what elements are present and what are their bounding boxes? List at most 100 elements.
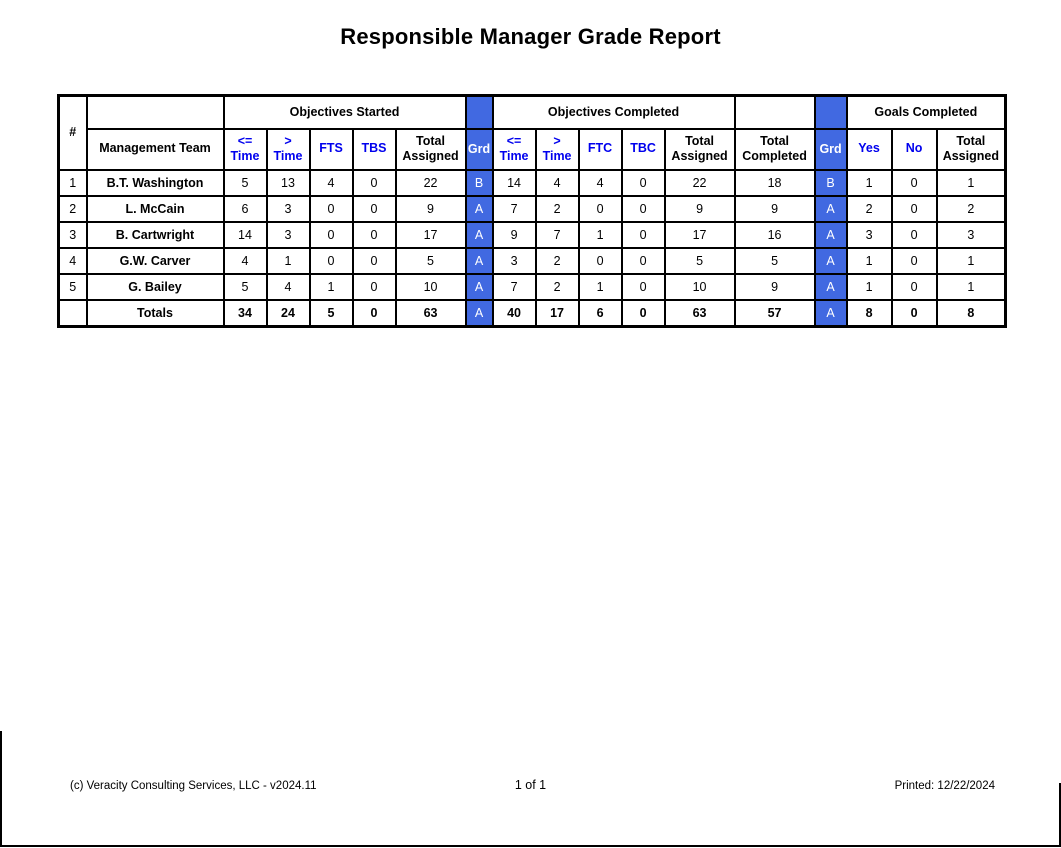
group-header-objectives-completed: Objectives Completed — [491, 94, 736, 130]
cell-objectives-started-value: 9 — [394, 194, 467, 223]
cell-manager-name: G.W. Carver — [85, 246, 225, 275]
col-header-started-total-assigned: Total Assigned — [394, 127, 467, 171]
group-header-objectives-started: Objectives Started — [222, 94, 467, 130]
cell-objectives-completed-value: 16 — [733, 220, 816, 249]
cell-objectives-started-value: 0 — [351, 220, 397, 249]
cell-objectives-completed-value: 3 — [491, 246, 537, 275]
cell-goals-completed-value: 3 — [935, 220, 1007, 249]
manager-row: 2 L. McCain 6 3 0 0 9 A 7 2 0 0 9 9 A 2 0 2 — [57, 194, 1007, 223]
cell-row-number: 4 — [57, 246, 88, 275]
table-body: 1 B.T. Washington 5 13 4 0 22 B 14 4 4 0 22 18 B 1 0 1 2 L.… — [57, 168, 1007, 301]
cell-objectives-started-value: 0 — [308, 246, 354, 275]
group-header-goals-completed: Goals Completed — [845, 94, 1007, 130]
cell-goals-completed-value: 0 — [890, 272, 938, 301]
col-header-fts: FTS — [308, 127, 354, 171]
cell-objectives-completed-value: 0 — [620, 220, 666, 249]
corner-above-management-team — [85, 94, 225, 130]
cell-objectives-completed-value: 9 — [491, 220, 537, 249]
column-header-row: Management Team <= Time > Time FTS TBS T… — [59, 127, 1007, 171]
cell-objectives-completed-value: 7 — [491, 272, 537, 301]
totals-objectives-completed-value: 0 — [620, 298, 666, 328]
cell-objectives-completed-value: 9 — [733, 272, 816, 301]
cell-objectives-started-value: 0 — [308, 220, 354, 249]
col-header-completed-gt-time: > Time — [534, 127, 580, 171]
totals-started-grade: A — [464, 298, 494, 328]
cell-objectives-completed-value: 4 — [577, 168, 623, 197]
report-page: Responsible Manager Grade Report # Objec… — [0, 24, 1061, 847]
totals-row-number-empty — [57, 298, 88, 328]
cell-completed-grade: A — [813, 272, 848, 301]
col-header-tbc: TBC — [620, 127, 666, 171]
cell-objectives-started-value: 4 — [308, 168, 354, 197]
col-header-started-gt-time: > Time — [265, 127, 311, 171]
cell-manager-name: B. Cartwright — [85, 220, 225, 249]
cell-goals-completed-value: 1 — [935, 246, 1007, 275]
cell-goals-completed-value: 0 — [890, 168, 938, 197]
cell-objectives-completed-value: 0 — [620, 246, 666, 275]
cell-goals-completed-value: 0 — [890, 194, 938, 223]
cell-objectives-started-value: 10 — [394, 272, 467, 301]
footer-copyright: (c) Veracity Consulting Services, LLC - … — [70, 780, 317, 792]
cell-objectives-completed-value: 9 — [733, 194, 816, 223]
cell-objectives-completed-value: 5 — [663, 246, 736, 275]
cell-objectives-started-value: 4 — [265, 272, 311, 301]
col-header-ftc: FTC — [577, 127, 623, 171]
cell-goals-completed-value: 1 — [935, 168, 1007, 197]
cell-objectives-completed-value: 7 — [534, 220, 580, 249]
cell-goals-completed-value: 3 — [845, 220, 893, 249]
cell-objectives-started-value: 4 — [222, 246, 268, 275]
totals-row: Totals 34 24 5 0 63 A 40 17 6 0 63 57 A 8 0 8 — [57, 298, 1007, 328]
col-header-total-completed: Total Completed — [733, 127, 816, 171]
cell-objectives-started-value: 5 — [394, 246, 467, 275]
cell-row-number: 1 — [57, 168, 88, 197]
cell-completed-grade: A — [813, 194, 848, 223]
cell-objectives-completed-value: 2 — [534, 272, 580, 301]
cell-objectives-started-value: 0 — [351, 246, 397, 275]
manager-row: 4 G.W. Carver 4 1 0 0 5 A 3 2 0 0 5 5 A 1 0 1 — [57, 246, 1007, 275]
col-header-goals-total-assigned: Total Assigned — [935, 127, 1007, 171]
cell-objectives-started-value: 13 — [265, 168, 311, 197]
cell-row-number: 2 — [57, 194, 88, 223]
corner-above-total-completed — [733, 94, 816, 130]
cell-objectives-completed-value: 1 — [577, 220, 623, 249]
cell-manager-name: G. Bailey — [85, 272, 225, 301]
cell-objectives-started-value: 3 — [265, 194, 311, 223]
cell-goals-completed-value: 0 — [890, 220, 938, 249]
cell-objectives-started-value: 14 — [222, 220, 268, 249]
cell-started-grade: A — [464, 246, 494, 275]
col-header-tbs: TBS — [351, 127, 397, 171]
cell-objectives-started-value: 0 — [308, 194, 354, 223]
cell-manager-name: B.T. Washington — [85, 168, 225, 197]
cell-objectives-completed-value: 22 — [663, 168, 736, 197]
cell-objectives-completed-value: 0 — [577, 246, 623, 275]
cell-completed-grade: A — [813, 246, 848, 275]
cell-started-grade: A — [464, 194, 494, 223]
cell-objectives-started-value: 6 — [222, 194, 268, 223]
totals-objectives-started-value: 63 — [394, 298, 467, 328]
cell-objectives-completed-value: 0 — [620, 272, 666, 301]
cell-objectives-started-value: 0 — [351, 194, 397, 223]
cell-completed-grade: A — [813, 220, 848, 249]
totals-objectives-completed-value: 63 — [663, 298, 736, 328]
totals-objectives-completed-value: 6 — [577, 298, 623, 328]
totals-goals-completed-value: 0 — [890, 298, 938, 328]
cell-goals-completed-value: 0 — [890, 246, 938, 275]
totals-completed-grade: A — [813, 298, 848, 328]
totals-goals-completed-value: 8 — [845, 298, 893, 328]
cell-goals-completed-value: 1 — [935, 272, 1007, 301]
cell-objectives-completed-value: 2 — [534, 194, 580, 223]
cell-objectives-started-value: 17 — [394, 220, 467, 249]
col-header-completed-grade: Grd — [813, 127, 848, 171]
col-header-goals-yes: Yes — [845, 127, 893, 171]
grade-report-table: # Objectives Started Objectives Complete… — [57, 94, 1008, 328]
cell-objectives-completed-value: 1 — [577, 272, 623, 301]
manager-row: 5 G. Bailey 5 4 1 0 10 A 7 2 1 0 10 9 A 1 0 1 — [57, 272, 1007, 301]
totals-label: Totals — [85, 298, 225, 328]
cell-manager-name: L. McCain — [85, 194, 225, 223]
col-header-num: # — [57, 94, 88, 171]
totals-objectives-completed-value: 40 — [491, 298, 537, 328]
grade-column-spacer — [813, 94, 848, 130]
cell-objectives-started-value: 0 — [351, 168, 397, 197]
cell-goals-completed-value: 2 — [845, 194, 893, 223]
cell-objectives-completed-value: 2 — [534, 246, 580, 275]
